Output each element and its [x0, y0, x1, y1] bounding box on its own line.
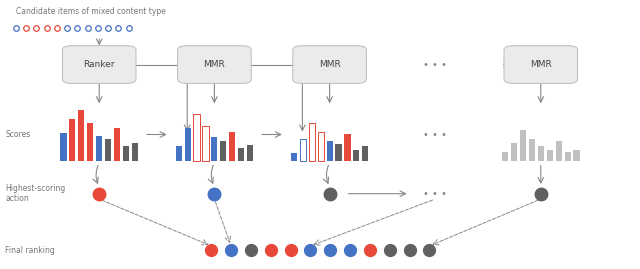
Bar [96, 136, 102, 161]
Bar [202, 126, 209, 161]
Text: • • •: • • • [423, 189, 447, 199]
Bar [184, 128, 191, 161]
Bar [502, 152, 508, 161]
Text: • • •: • • • [423, 59, 447, 70]
Bar [317, 132, 324, 161]
Text: Candidate items of mixed content type: Candidate items of mixed content type [16, 7, 166, 16]
Bar [193, 114, 200, 161]
Bar [353, 150, 360, 161]
FancyBboxPatch shape [504, 46, 578, 83]
Bar [529, 139, 535, 161]
Bar [344, 134, 351, 161]
Bar [362, 146, 369, 161]
Bar [69, 119, 76, 161]
Bar [547, 150, 553, 161]
Bar [211, 137, 218, 161]
Bar [538, 146, 544, 161]
Bar [326, 141, 333, 161]
Bar [511, 143, 517, 161]
Bar [556, 141, 562, 161]
Bar [291, 153, 297, 161]
Bar [78, 110, 84, 161]
Text: Scores: Scores [5, 130, 30, 139]
Bar [573, 150, 580, 161]
Text: • • •: • • • [423, 129, 447, 140]
Bar [60, 133, 67, 161]
Bar [175, 146, 182, 161]
Text: Final ranking: Final ranking [5, 246, 55, 255]
Bar [308, 123, 315, 161]
Text: MMR: MMR [319, 60, 340, 69]
FancyBboxPatch shape [293, 46, 366, 83]
Bar [229, 132, 236, 161]
Bar [123, 146, 129, 161]
Bar [114, 128, 120, 161]
Text: Highest-scoring
action: Highest-scoring action [5, 184, 65, 203]
Bar [105, 139, 111, 161]
Bar [87, 123, 93, 161]
Bar [520, 130, 526, 161]
Text: Ranker: Ranker [83, 60, 115, 69]
Bar [564, 152, 571, 161]
Text: MMR: MMR [530, 60, 552, 69]
Bar [335, 144, 342, 161]
Bar [132, 143, 138, 161]
Bar [247, 145, 253, 161]
FancyBboxPatch shape [62, 46, 136, 83]
FancyBboxPatch shape [178, 46, 252, 83]
Bar [238, 148, 244, 161]
Bar [300, 139, 306, 161]
Text: MMR: MMR [204, 60, 225, 69]
Bar [220, 141, 227, 161]
